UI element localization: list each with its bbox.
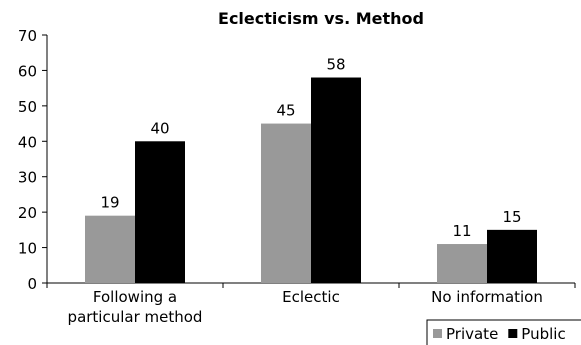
bar-public	[135, 141, 185, 283]
y-tick-label: 70	[18, 27, 37, 45]
data-label: 45	[276, 102, 295, 120]
bar-private	[261, 123, 311, 283]
bar-private	[85, 215, 135, 283]
legend-label-public: Public	[521, 325, 565, 343]
legend: Private Public	[426, 319, 581, 345]
legend-label-private: Private	[446, 325, 498, 343]
data-label: 19	[100, 194, 119, 212]
legend-swatch-private	[433, 329, 442, 338]
data-labels: 19 40 45 58 11 15	[100, 56, 521, 241]
bar-public	[311, 77, 361, 283]
bar-private	[437, 244, 487, 283]
legend-swatch-public	[508, 329, 518, 338]
y-tick-label: 50	[18, 98, 37, 116]
data-label: 40	[150, 119, 169, 137]
x-tick-label: No information	[431, 288, 543, 306]
chart-title: Eclecticism vs. Method	[218, 9, 424, 28]
legend-box	[426, 319, 581, 345]
x-tick-label: particular method	[68, 308, 203, 326]
axes: 0 10 20 30 40 50 60 70	[18, 27, 576, 293]
y-tick-label: 0	[27, 275, 37, 293]
data-label: 11	[452, 222, 471, 240]
x-tick-label: Following a	[93, 288, 177, 306]
y-tick-label: 60	[18, 62, 37, 80]
x-tick-labels: Following a particular method Eclectic No i…	[68, 288, 543, 326]
data-label: 15	[502, 208, 521, 226]
bars	[85, 77, 537, 283]
bar-public	[487, 229, 537, 283]
y-tick-label: 40	[18, 133, 37, 151]
y-tick-label: 20	[18, 204, 37, 222]
data-label: 58	[326, 56, 345, 74]
y-tick-label: 30	[18, 169, 37, 187]
y-tick-label: 10	[18, 240, 37, 258]
x-tick-label: Eclectic	[282, 288, 340, 306]
